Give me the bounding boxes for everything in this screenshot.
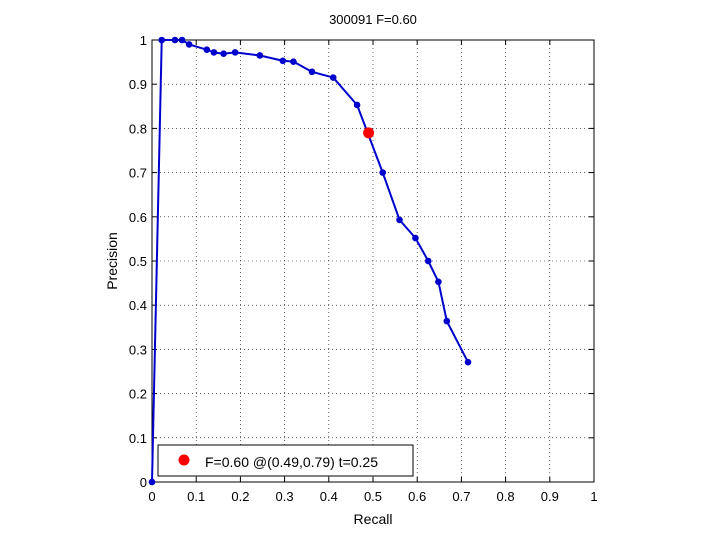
y-tick-label: 0.1 xyxy=(129,431,147,446)
series-point xyxy=(171,36,179,44)
series-point xyxy=(353,101,361,109)
series-point xyxy=(435,278,442,286)
x-tick-label: 0.8 xyxy=(497,489,515,504)
y-tick-label: 0.9 xyxy=(129,77,147,92)
series-point xyxy=(464,358,472,366)
x-tick-label: 0.6 xyxy=(408,489,426,504)
series-point xyxy=(329,74,337,81)
y-tick-label: 0 xyxy=(140,475,147,490)
y-tick-label: 0.4 xyxy=(129,298,147,313)
legend-label: F=0.60 @(0.49,0.79) t=0.25 xyxy=(205,454,378,470)
x-tick-label: 1 xyxy=(590,489,597,504)
legend-box xyxy=(157,444,414,477)
grid-lines xyxy=(152,40,594,482)
x-tick-labels: 0 0.1 0.2 0.3 0.4 0.5 0.6 0.7 0.8 0.9 1 xyxy=(148,489,597,504)
x-tick-label: 0.7 xyxy=(452,489,470,504)
chart-title: 300091 F=0.60 xyxy=(329,12,417,27)
x-tick-label: 0.3 xyxy=(276,489,294,504)
series-point xyxy=(412,234,419,242)
series-point xyxy=(290,58,297,65)
x-tick-label: 0 xyxy=(148,489,155,504)
y-tick-label: 0.8 xyxy=(129,121,147,136)
best-f-point xyxy=(363,127,375,139)
x-tick-label: 0.4 xyxy=(320,489,338,504)
y-tick-label: 0.6 xyxy=(129,210,147,225)
y-tick-label: 0.2 xyxy=(129,387,147,402)
series-point xyxy=(185,41,193,48)
series-point xyxy=(424,257,432,265)
series-point xyxy=(279,57,287,65)
x-tick-label: 0.9 xyxy=(541,489,559,504)
y-tick-label: 0.3 xyxy=(129,342,147,357)
series-point xyxy=(308,68,316,76)
series-layer xyxy=(148,36,472,486)
x-tick-label: 0.5 xyxy=(364,489,382,504)
series-point xyxy=(220,50,227,58)
series-line xyxy=(151,39,469,483)
legend-marker xyxy=(178,454,190,466)
x-tick-label: 0.1 xyxy=(187,489,205,504)
series-point xyxy=(256,52,264,59)
x-axis-label: Recall xyxy=(354,511,393,527)
y-tick-label: 0.5 xyxy=(129,254,147,269)
series-point xyxy=(231,49,239,56)
series-point xyxy=(443,317,451,325)
series-point xyxy=(203,46,211,54)
series-point xyxy=(148,478,156,486)
series-point xyxy=(379,169,387,176)
legend: F=0.60 @(0.49,0.79) t=0.25 xyxy=(157,444,414,477)
y-axis-label: Precision xyxy=(104,232,120,290)
y-tick-label: 1 xyxy=(140,33,147,48)
y-tick-labels: 0 0.1 0.2 0.3 0.4 0.5 0.6 0.7 0.8 0.9 1 xyxy=(129,33,147,490)
x-tick-label: 0.2 xyxy=(231,489,249,504)
series-point xyxy=(210,49,218,56)
series-point xyxy=(178,36,186,44)
y-tick-label: 0.7 xyxy=(129,166,147,181)
series-point xyxy=(158,36,166,44)
series-point xyxy=(396,216,403,224)
